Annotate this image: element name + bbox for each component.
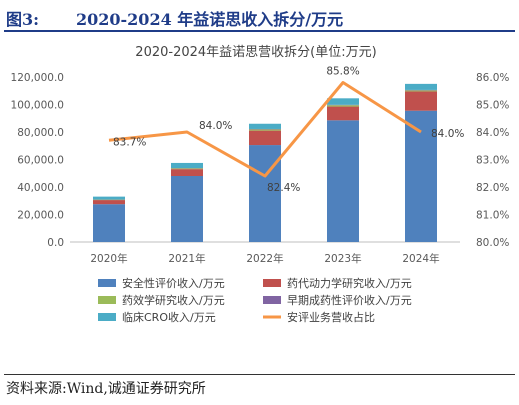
source-note: 资料来源:Wind,诚通证券研究所 <box>6 381 206 397</box>
bar-segment <box>93 204 125 242</box>
x-tick-label: 2022年 <box>246 252 283 265</box>
x-tick-label: 2023年 <box>324 252 361 265</box>
legend-swatch <box>263 296 281 304</box>
bar-segment <box>249 129 281 131</box>
left-tick-label: 20,000.0 <box>17 210 64 222</box>
legend-label: 安全性评价收入/万元 <box>122 276 225 290</box>
line-data-label: 84.0% <box>199 120 232 132</box>
legend-label: 临床CRO收入/万元 <box>122 310 216 324</box>
line-data-label: 85.8% <box>326 66 359 78</box>
right-tick-label: 81.0% <box>476 210 509 222</box>
bar-segment <box>171 169 203 176</box>
left-tick-label: 60,000.0 <box>17 155 64 167</box>
bar-segment <box>327 98 359 105</box>
header-rule <box>4 30 515 32</box>
left-tick-label: 80,000.0 <box>17 127 64 139</box>
bar-segment <box>249 130 281 146</box>
left-axis: 0.0 20,000.0 40,000.0 60,000.0 80,000.0 100,0… <box>11 72 64 249</box>
line-data-label: 83.7% <box>113 136 146 148</box>
legend-label: 药效学研究收入/万元 <box>122 293 225 307</box>
chart-svg: 2020-2024年益诺思营收拆分(单位:万元) 0.0 20,000.0 40,0… <box>11 45 510 324</box>
bar-segment <box>405 110 437 242</box>
legend-label: 早期成药性评价收入/万元 <box>287 293 412 307</box>
figure-header: 图3: 2020-2024 年益诺思收入拆分/万元 <box>4 2 515 32</box>
bar-segment <box>171 168 203 170</box>
bar-segment <box>93 196 125 200</box>
line-data-label: 84.0% <box>431 128 464 140</box>
footer-rule <box>4 374 515 375</box>
x-tick-label: 2021年 <box>168 252 205 265</box>
right-tick-label: 85.0% <box>476 100 509 112</box>
bar-segment <box>405 91 437 111</box>
x-tick-label: 2024年 <box>402 252 439 265</box>
line-data-label: 82.4% <box>267 182 300 194</box>
ratio-line <box>108 81 422 178</box>
line-series: 83.7% 84.0% 82.4% 85.8% 84.0% <box>108 66 464 194</box>
figure-title: 2020-2024 年益诺思收入拆分/万元 <box>76 10 344 29</box>
legend-label: 药代动力学研究收入/万元 <box>287 276 412 290</box>
bar-segment <box>405 90 437 92</box>
legend-swatch <box>98 279 116 287</box>
bar-segment <box>249 123 281 129</box>
legend-swatch <box>98 296 116 304</box>
bar-segment <box>327 105 359 107</box>
left-tick-label: 0.0 <box>47 237 64 249</box>
chart-title: 2020-2024年益诺思营收拆分(单位:万元) <box>135 45 376 60</box>
bar-segment <box>171 162 203 169</box>
figure-label: 图3: <box>6 10 40 29</box>
left-tick-label: 40,000.0 <box>17 182 64 194</box>
right-axis: 80.0% 81.0% 82.0% 83.0% 84.0% 85.0% 86.0% <box>476 72 509 249</box>
right-tick-label: 84.0% <box>476 127 509 139</box>
right-tick-label: 80.0% <box>476 237 509 249</box>
x-tick-label: 2020年 <box>90 252 127 265</box>
right-tick-label: 83.0% <box>476 155 509 167</box>
bar-segment <box>171 176 203 242</box>
left-tick-label: 100,000.0 <box>11 100 64 112</box>
right-tick-label: 82.0% <box>476 182 509 194</box>
bars <box>93 83 437 242</box>
bar-segment <box>93 200 125 205</box>
bar-segment <box>405 83 437 90</box>
bar-segment <box>327 120 359 242</box>
legend-swatch <box>263 279 281 287</box>
x-axis-labels: 2020年 2021年 2022年 2023年 2024年 <box>90 252 439 265</box>
legend-swatch <box>98 313 116 321</box>
bar-segment <box>327 106 359 121</box>
right-tick-label: 86.0% <box>476 72 509 84</box>
left-tick-label: 120,000.0 <box>11 72 64 84</box>
legend-label: 安评业务营收占比 <box>287 310 375 324</box>
